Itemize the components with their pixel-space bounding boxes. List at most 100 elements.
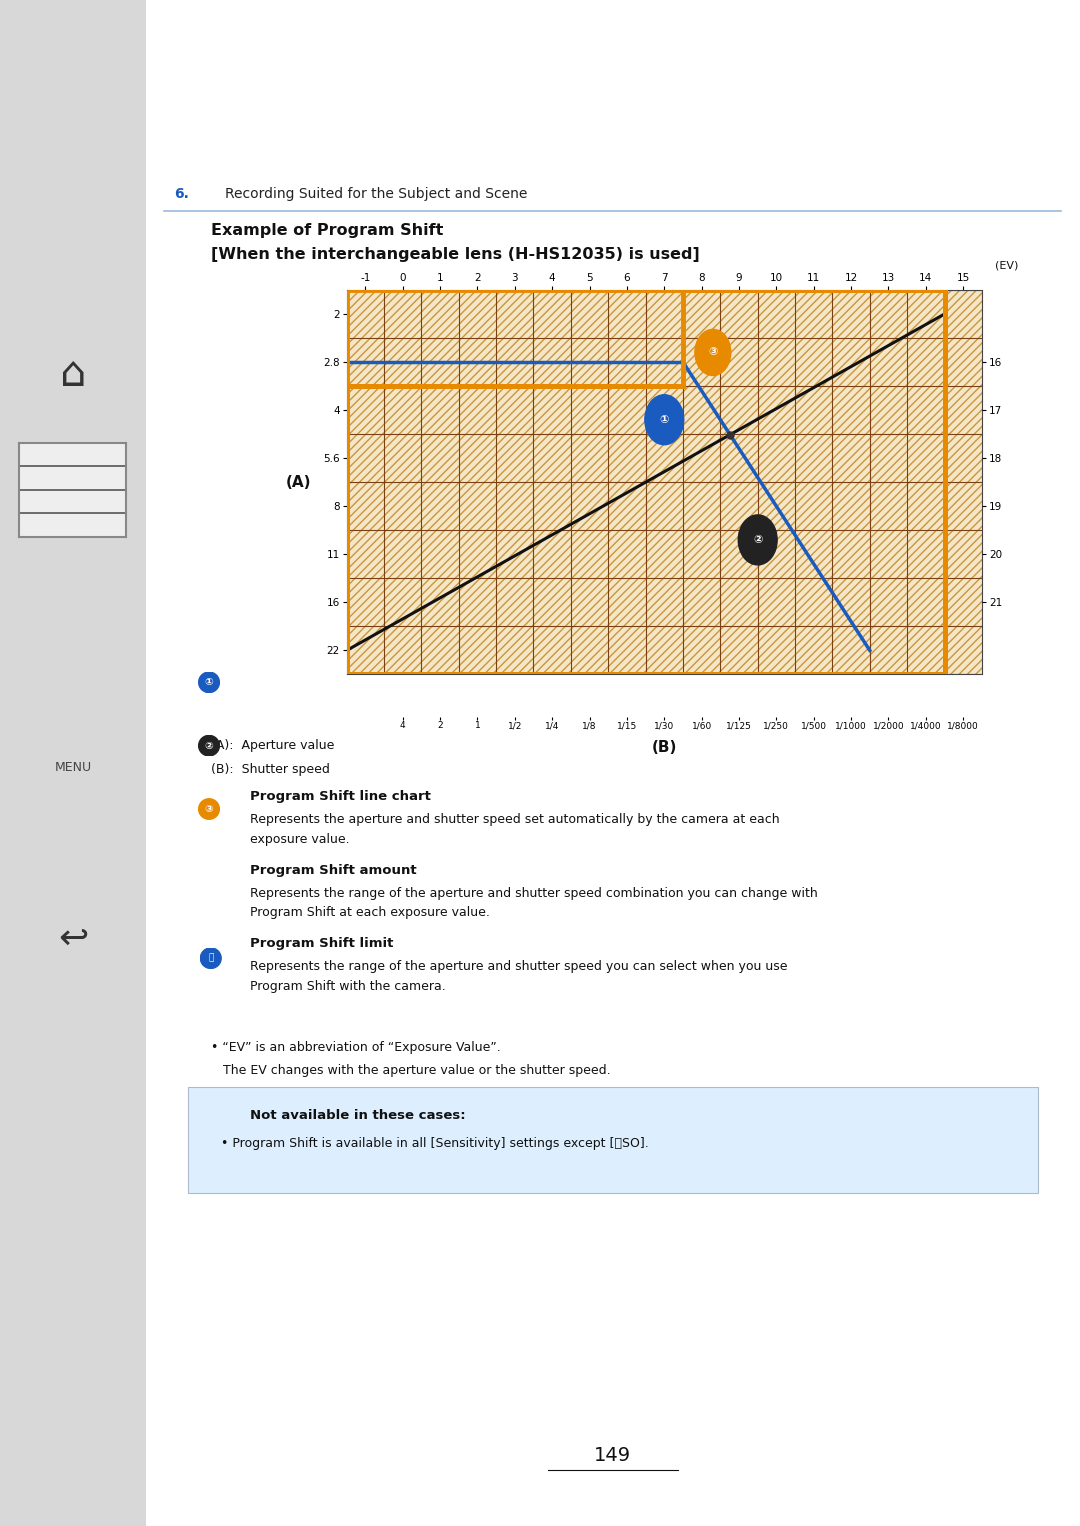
Bar (384, 290, 421, 337)
Bar (608, 290, 646, 337)
Bar (347, 482, 384, 530)
Bar (869, 626, 907, 674)
Bar (795, 339, 833, 386)
Bar (795, 290, 833, 337)
Bar (459, 386, 496, 433)
Bar (459, 530, 496, 578)
Bar (534, 339, 571, 386)
Text: Represents the range of the aperture and shutter speed you can select when you u: Represents the range of the aperture and… (251, 960, 788, 974)
Bar (459, 290, 496, 337)
Text: ②: ② (204, 740, 214, 751)
Bar (833, 578, 869, 626)
Bar (907, 386, 945, 433)
Bar (496, 433, 534, 482)
Text: 149: 149 (594, 1447, 632, 1465)
Bar (571, 530, 608, 578)
Bar (869, 530, 907, 578)
Bar (945, 433, 982, 482)
Bar (720, 290, 758, 337)
Bar (347, 578, 384, 626)
Bar (907, 433, 945, 482)
Bar (646, 339, 683, 386)
Bar (795, 578, 833, 626)
Bar (608, 386, 646, 433)
Bar (459, 626, 496, 674)
Bar (945, 339, 982, 386)
Bar (758, 530, 795, 578)
Bar (758, 626, 795, 674)
Bar (571, 386, 608, 433)
Bar (869, 433, 907, 482)
Bar (534, 386, 571, 433)
Bar (907, 482, 945, 530)
Bar (534, 530, 571, 578)
Text: ①: ① (204, 678, 214, 687)
Bar (720, 482, 758, 530)
Bar (720, 339, 758, 386)
Circle shape (199, 671, 219, 693)
Bar (571, 433, 608, 482)
Bar (833, 290, 869, 337)
Text: exposure value.: exposure value. (251, 833, 350, 847)
Bar (907, 290, 945, 337)
Bar (608, 626, 646, 674)
Bar (646, 482, 683, 530)
Bar (384, 530, 421, 578)
Bar (421, 578, 459, 626)
Bar (720, 530, 758, 578)
Bar (683, 626, 720, 674)
Bar (720, 578, 758, 626)
Bar (833, 386, 869, 433)
Bar (907, 578, 945, 626)
Bar (534, 290, 571, 337)
Bar (869, 578, 907, 626)
Circle shape (694, 330, 731, 375)
Text: ⓘ: ⓘ (208, 954, 214, 963)
Bar (347, 290, 384, 337)
Bar (384, 626, 421, 674)
Bar (608, 433, 646, 482)
Text: ↩: ↩ (57, 922, 89, 955)
Bar (683, 386, 720, 433)
Bar (646, 433, 683, 482)
Bar (534, 626, 571, 674)
Bar (833, 482, 869, 530)
Bar (945, 290, 982, 337)
Text: Program Shift with the camera.: Program Shift with the camera. (251, 980, 446, 993)
Bar (571, 578, 608, 626)
Bar (945, 578, 982, 626)
Bar (945, 482, 982, 530)
Bar (683, 578, 720, 626)
Bar (683, 433, 720, 482)
Text: Represents the aperture and shutter speed set automatically by the camera at eac: Represents the aperture and shutter spee… (251, 813, 780, 827)
Bar (384, 339, 421, 386)
Bar (869, 339, 907, 386)
Bar (758, 433, 795, 482)
Bar (646, 578, 683, 626)
Bar (496, 339, 534, 386)
Circle shape (739, 514, 778, 565)
Text: ②: ② (753, 536, 762, 545)
Bar (496, 530, 534, 578)
Bar (384, 578, 421, 626)
Bar (683, 339, 720, 386)
Text: (EV): (EV) (995, 261, 1018, 270)
Text: Program Shift limit: Program Shift limit (251, 937, 394, 951)
Bar (758, 578, 795, 626)
Bar (421, 482, 459, 530)
Text: Program Shift at each exposure value.: Program Shift at each exposure value. (251, 906, 490, 920)
Circle shape (199, 736, 219, 755)
Bar (534, 433, 571, 482)
Bar (758, 339, 795, 386)
Text: Represents the range of the aperture and shutter speed combination you can chang: Represents the range of the aperture and… (251, 887, 819, 900)
Bar (720, 386, 758, 433)
Bar (795, 433, 833, 482)
Circle shape (201, 948, 221, 969)
Circle shape (645, 395, 684, 444)
Bar (384, 433, 421, 482)
Bar (347, 626, 384, 674)
Bar (421, 339, 459, 386)
Bar (571, 339, 608, 386)
Bar (758, 482, 795, 530)
Bar (795, 386, 833, 433)
